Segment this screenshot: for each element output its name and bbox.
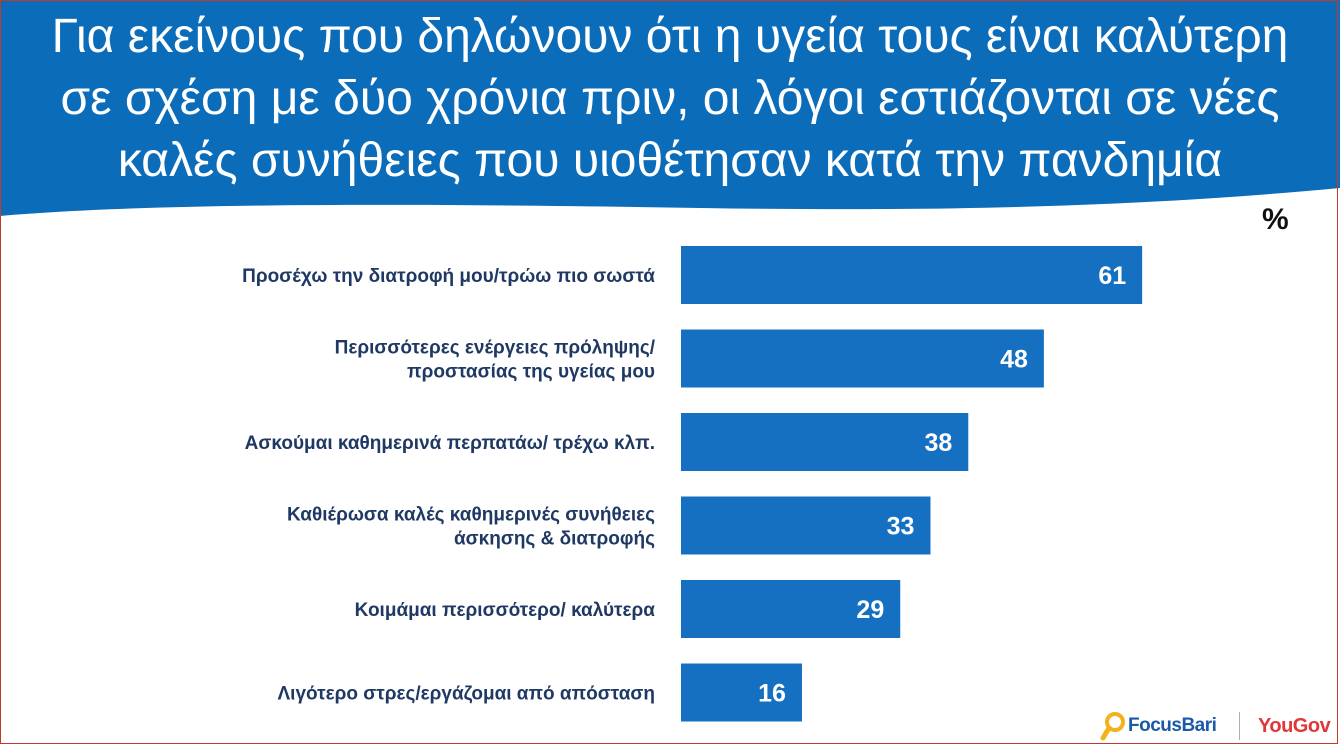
category-label: Καθιέρωσα καλές καθημερινές συνήθειες [287,505,655,526]
category-label: άσκησης & διατροφής [454,529,655,550]
footer-logos: FocusBari YouGov [1098,708,1338,744]
title-line-1: Για εκείνους που δηλώνουν ότι η υγεία το… [51,10,1289,63]
category-label: Κοιμάμαι περισσότερο/ καλύτερα [355,600,656,621]
bar-value-label: 33 [887,513,915,541]
category-label: προστασίας της υγείας μου [407,362,655,383]
bar-value-label: 48 [1000,346,1028,374]
bar [681,329,1044,388]
bar-value-label: 16 [758,680,786,708]
focusbari-text: FocusBari [1128,715,1217,736]
page-title: Για εκείνους που δηλώνουν ότι η υγεία το… [0,6,1340,192]
bar-value-label: 61 [1098,262,1126,290]
magnifier-icon [1100,712,1125,741]
bar [681,663,802,722]
bar [681,246,1143,304]
title-line-2: σε σχέση με δύο χρόνια πριν, οι λόγοι εσ… [60,72,1280,125]
bar [681,496,931,555]
title-line-3: καλές συνήθειες που υιοθέτησαν κατά την … [117,134,1223,187]
category-label: Λιγότερο στρες/εργάζομαι από απόσταση [278,684,656,705]
bar [681,413,969,471]
category-label: Ασκούμαι καθημερινά περπατάω/ τρέχω κλπ. [245,433,655,454]
category-label: Περισσότερες ενέργειες πρόληψης/ [335,338,656,359]
unit-label: % [1262,203,1289,236]
header-banner [0,0,1340,216]
category-label: Προσέχω την διατροφή μου/τρώω πιο σωστά [242,266,655,287]
logo-divider [1239,712,1240,740]
focusbari-logo: FocusBari [1100,710,1217,742]
bar [681,580,901,638]
bar-value-label: 38 [924,429,952,457]
yougov-logo: YouGov [1258,715,1331,737]
bar-value-label: 29 [856,596,884,624]
